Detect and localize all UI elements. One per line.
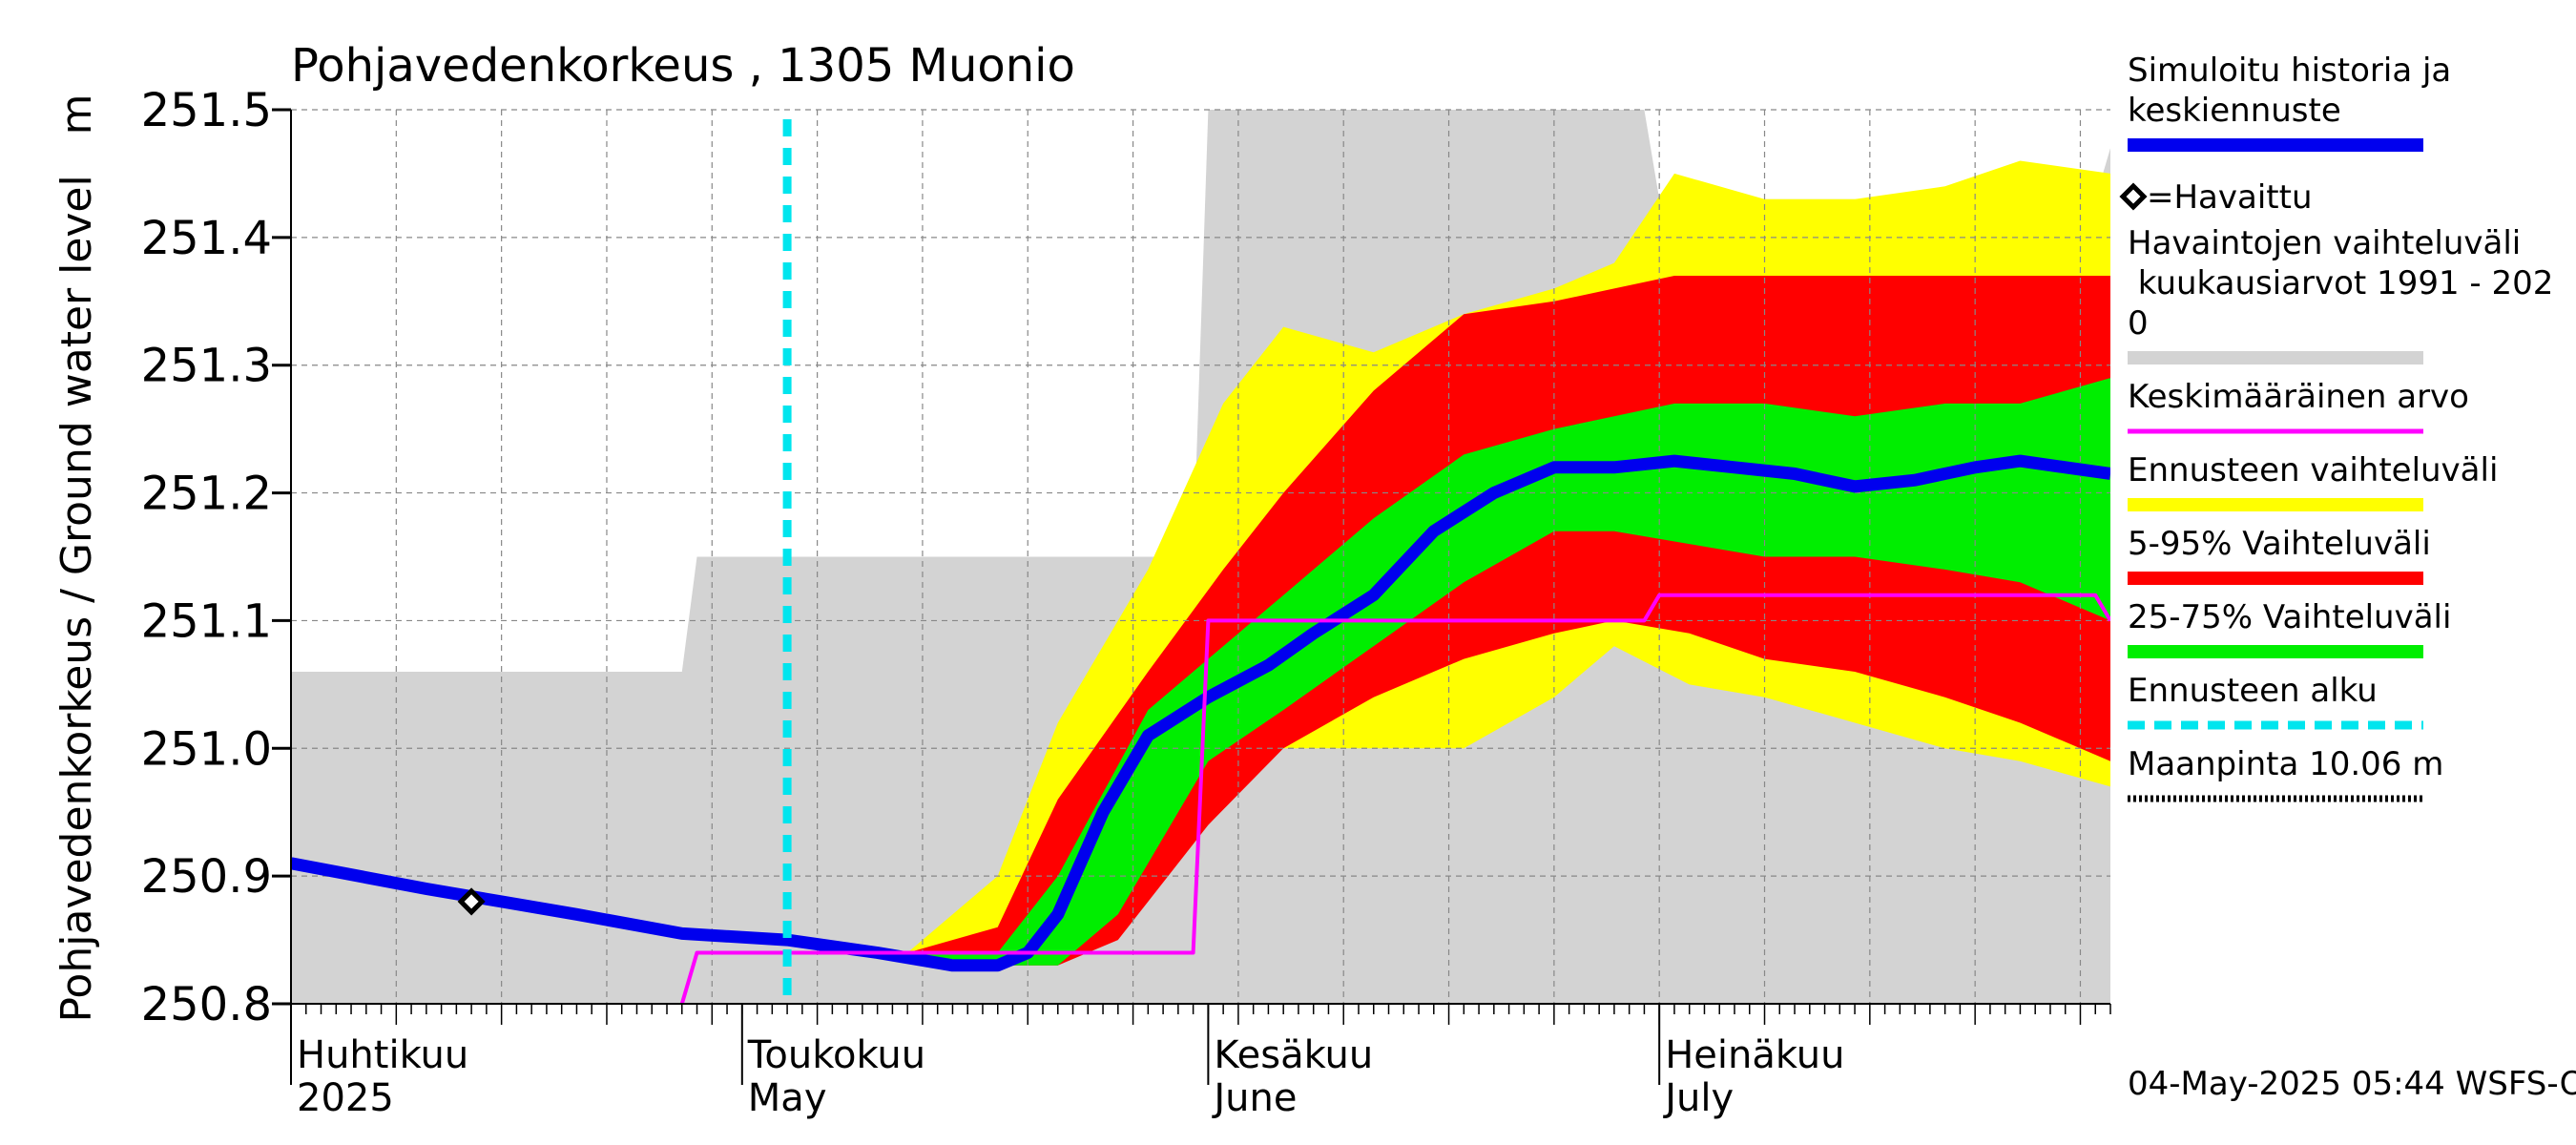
- month-label-fi: Kesäkuu: [1214, 1033, 1373, 1077]
- month-label-fi: Toukokuu: [747, 1033, 925, 1077]
- y-tick-label: 251.3: [141, 340, 272, 393]
- legend-label: Havaintojen vaihteluväli: [2128, 224, 2521, 262]
- series-line-0: [291, 454, 2110, 972]
- y-tick-label: 250.8: [141, 978, 272, 1031]
- legend-label: 5-95% Vaihteluväli: [2128, 525, 2431, 563]
- month-label-en: July: [1662, 1076, 1734, 1120]
- y-tick-label: 251.2: [141, 468, 272, 521]
- month-label-en: May: [748, 1076, 827, 1120]
- y-axis-label: Pohjavedenkorkeus / Ground water level m: [52, 94, 101, 1022]
- legend-label: Keskimääräinen arvo: [2128, 378, 2469, 416]
- plot-area: 250.8 250.9 251.0 251.1 251.2 251.3 251.4 251.5…: [52, 84, 2111, 1120]
- legend-label: kuukausiarvot 1991 - 202: [2128, 264, 2553, 302]
- band-3: [787, 378, 2110, 966]
- month-label-en: 2025: [297, 1076, 394, 1120]
- month-label-fi: Huhtikuu: [297, 1033, 468, 1077]
- series-line-1: [679, 593, 2110, 1004]
- legend-label: =Havaittu: [2147, 178, 2313, 217]
- legend-label: Ennusteen vaihteluväli: [2128, 451, 2498, 489]
- month-label-en: June: [1211, 1076, 1297, 1120]
- legend-label: Simuloitu historia ja: [2128, 52, 2451, 90]
- y-tick-label: 251.1: [141, 594, 272, 648]
- legend-label: 0: [2128, 304, 2149, 343]
- observation-marker: [457, 887, 486, 916]
- legend-label: keskiennuste: [2128, 92, 2341, 130]
- timestamp-footer: 04-May-2025 05:44 WSFS-O: [2128, 1065, 2576, 1103]
- legend-label: 25-75% Vaihteluväli: [2128, 598, 2451, 636]
- legend-label: Ennusteen alku: [2128, 672, 2378, 710]
- y-tick-label: 250.9: [141, 850, 272, 904]
- legend-label: Maanpinta 10.06 m: [2128, 745, 2443, 783]
- legend-marker: [2119, 182, 2148, 211]
- y-tick-label: 251.5: [141, 84, 272, 137]
- y-tick-label: 251.0: [141, 722, 272, 776]
- month-label-fi: Heinäkuu: [1665, 1033, 1844, 1077]
- chart-title: Pohjavedenkorkeus , 1305 Muonio: [291, 39, 1075, 93]
- y-tick-label: 251.4: [141, 212, 272, 265]
